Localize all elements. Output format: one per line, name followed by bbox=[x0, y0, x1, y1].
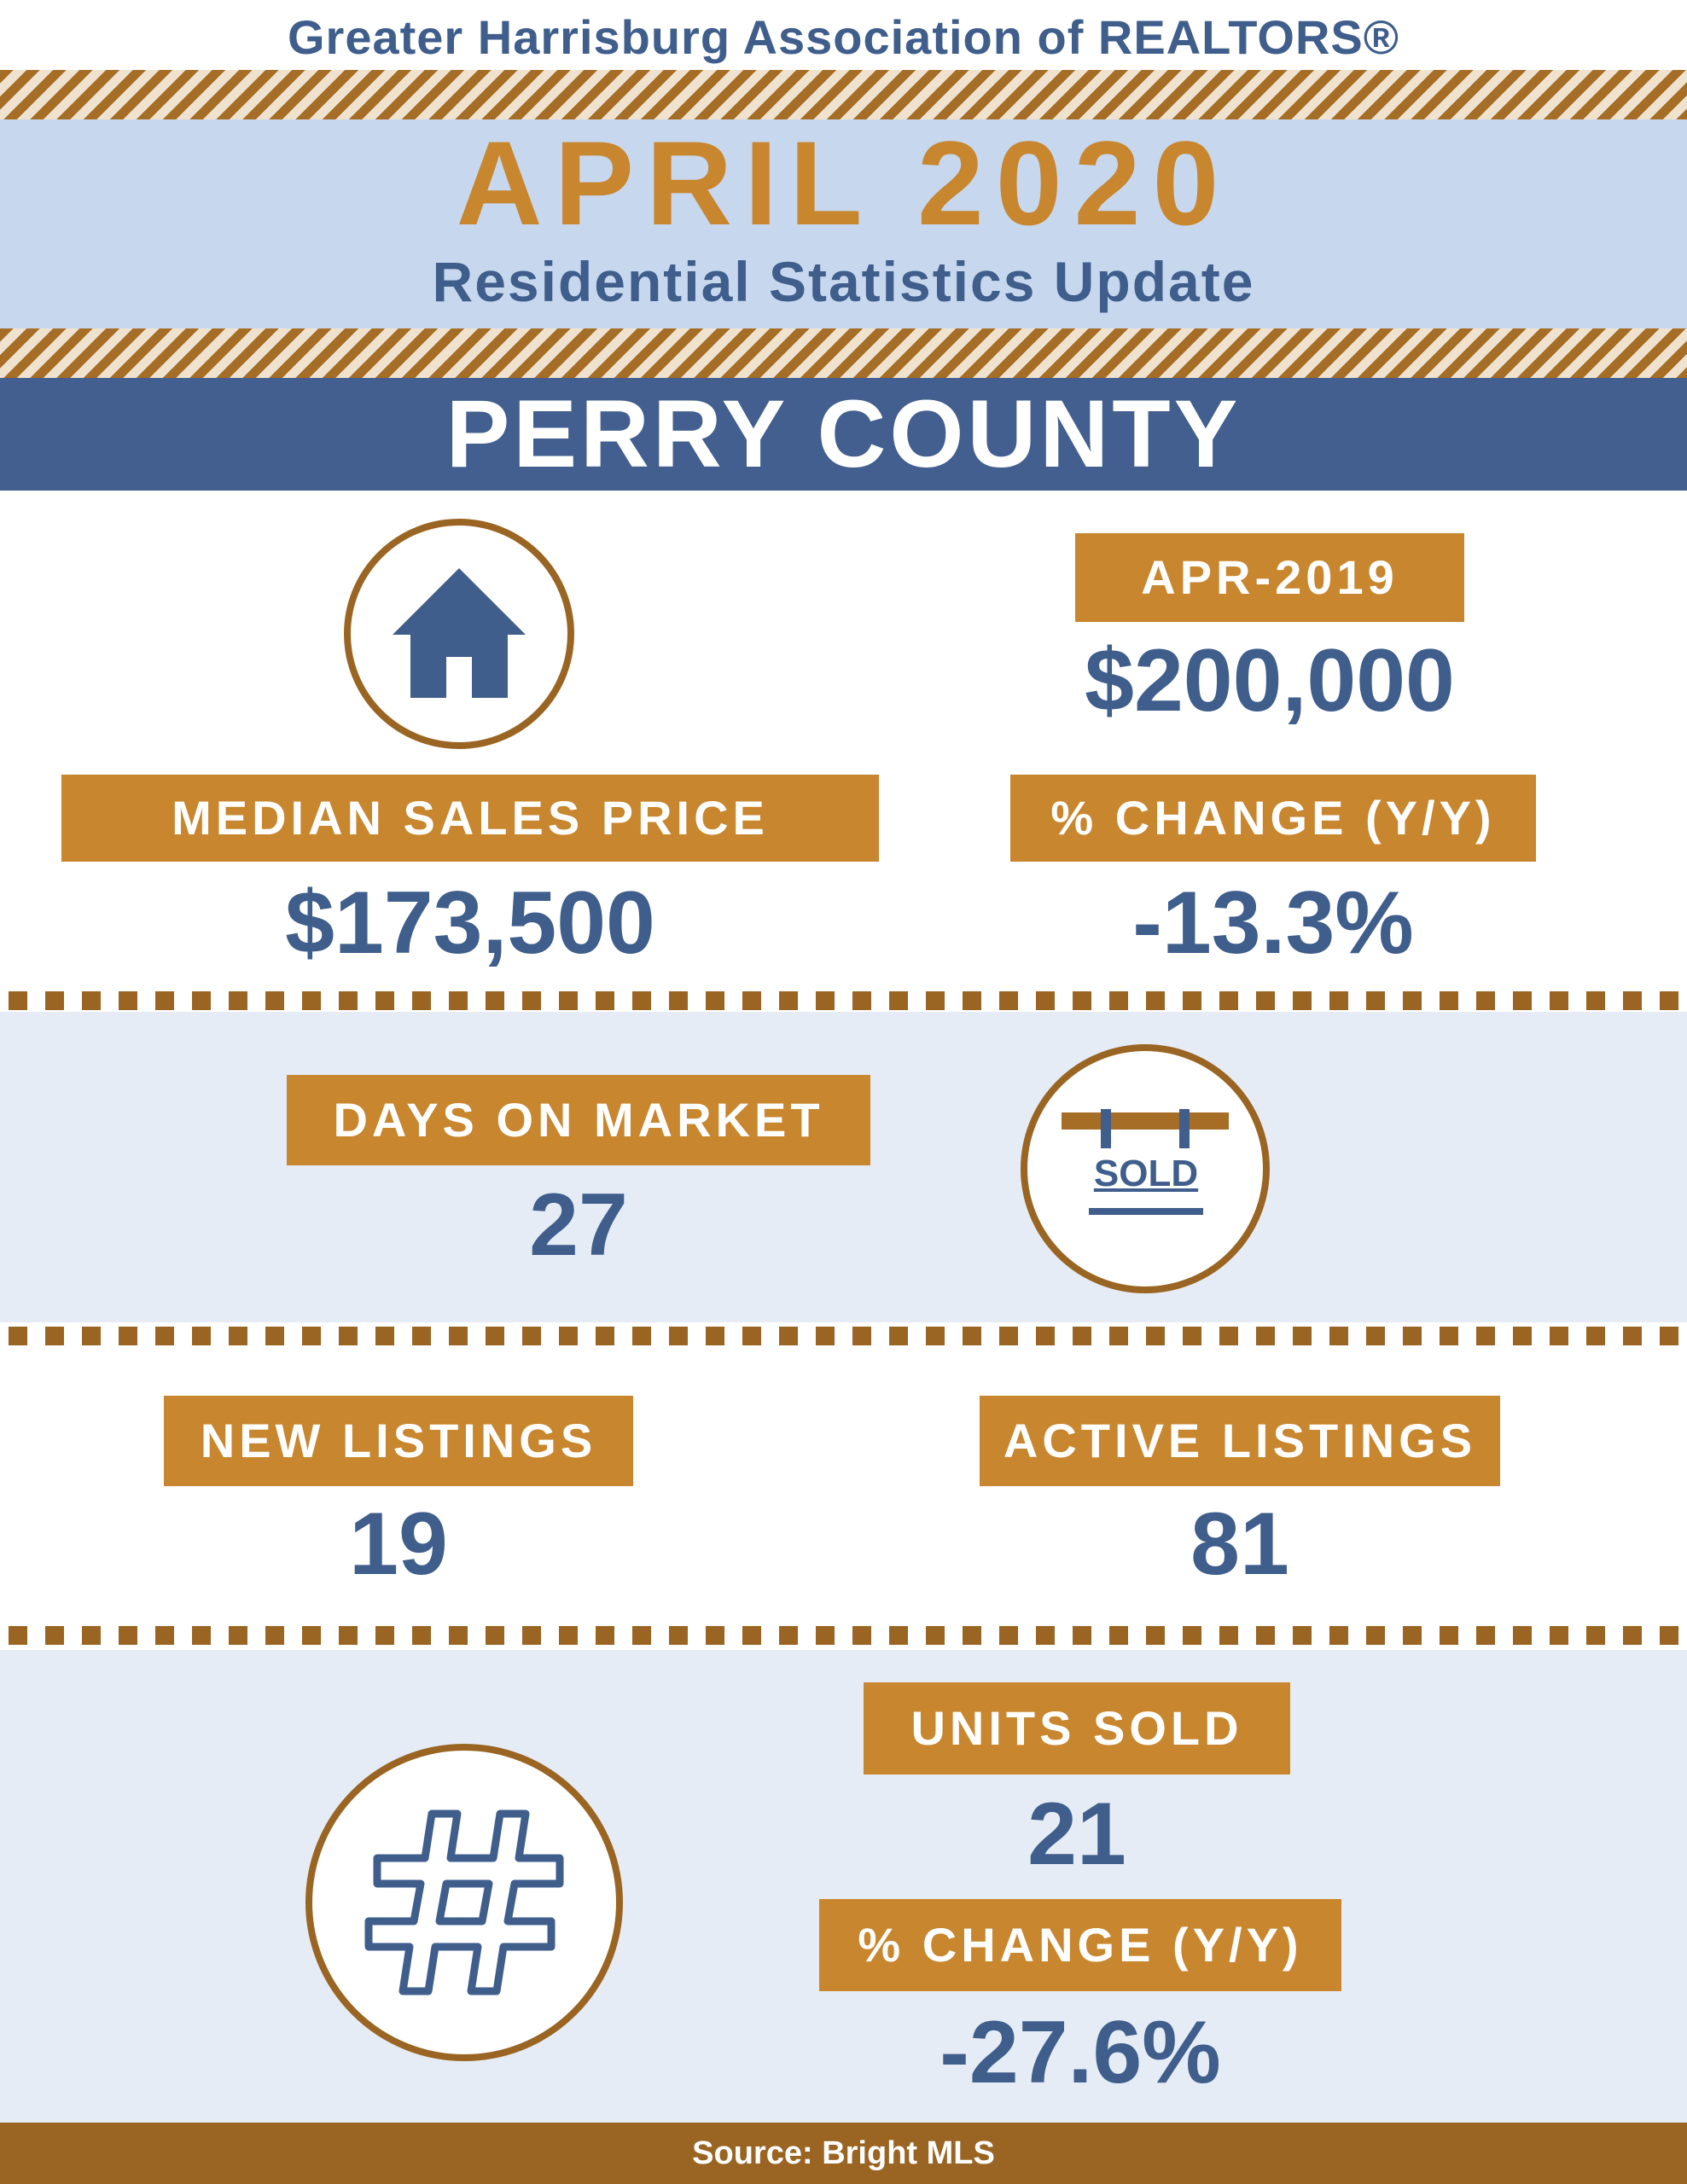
county-bar bbox=[0, 378, 1687, 491]
top-hatch-divider bbox=[0, 70, 1687, 119]
days-on-market-value: 27 bbox=[529, 1176, 628, 1275]
median-change-value: -13.3% bbox=[1132, 874, 1414, 973]
sold-sign-text: SOLD bbox=[1093, 1153, 1199, 1194]
units-change-value: -27.6% bbox=[939, 2003, 1221, 2102]
prior-year-value: $200,000 bbox=[1085, 631, 1455, 730]
dotted-divider bbox=[9, 1327, 1678, 1345]
hashtag-icon bbox=[364, 1809, 564, 1995]
sold-icon-circle: SOLD bbox=[1021, 1044, 1270, 1293]
sold-sign-icon bbox=[1062, 1109, 1229, 1215]
hashtag-icon-circle bbox=[305, 1744, 623, 2061]
house-icon bbox=[393, 568, 526, 698]
bottom-hatch-divider bbox=[0, 328, 1687, 378]
report-subtitle: Residential Statistics Update bbox=[432, 250, 1255, 313]
county-title: PERRY COUNTY bbox=[445, 380, 1242, 487]
hero-band bbox=[0, 119, 1687, 328]
median-price-label: MEDIAN SALES PRICE bbox=[61, 775, 879, 862]
units-band bbox=[0, 1650, 1687, 2123]
units-change-label: % CHANGE (Y/Y) bbox=[819, 1899, 1341, 1991]
source-note: Source: Bright MLS bbox=[692, 2135, 995, 2171]
median-price-value: $173,500 bbox=[285, 874, 655, 973]
new-listings-value: 19 bbox=[349, 1495, 448, 1594]
dotted-divider bbox=[9, 1626, 1678, 1645]
median-change-label: % CHANGE (Y/Y) bbox=[1010, 775, 1536, 862]
house-icon-circle bbox=[344, 519, 574, 749]
footer-bar bbox=[0, 2123, 1687, 2184]
new-listings-label: NEW LISTINGS bbox=[164, 1396, 633, 1486]
report-month: APRIL 2020 bbox=[456, 116, 1231, 250]
organization-title: Greater Harrisburg Association of REALTO… bbox=[287, 10, 1400, 64]
units-sold-label: UNITS SOLD bbox=[864, 1682, 1290, 1774]
units-sold-value: 21 bbox=[1027, 1785, 1126, 1884]
prior-year-label: APR-2019 bbox=[1075, 533, 1464, 622]
active-listings-value: 81 bbox=[1190, 1495, 1289, 1594]
dotted-divider bbox=[9, 991, 1678, 1010]
active-listings-label: ACTIVE LISTINGS bbox=[980, 1396, 1500, 1486]
days-on-market-label: DAYS ON MARKET bbox=[287, 1075, 870, 1165]
days-band bbox=[0, 1012, 1687, 1322]
